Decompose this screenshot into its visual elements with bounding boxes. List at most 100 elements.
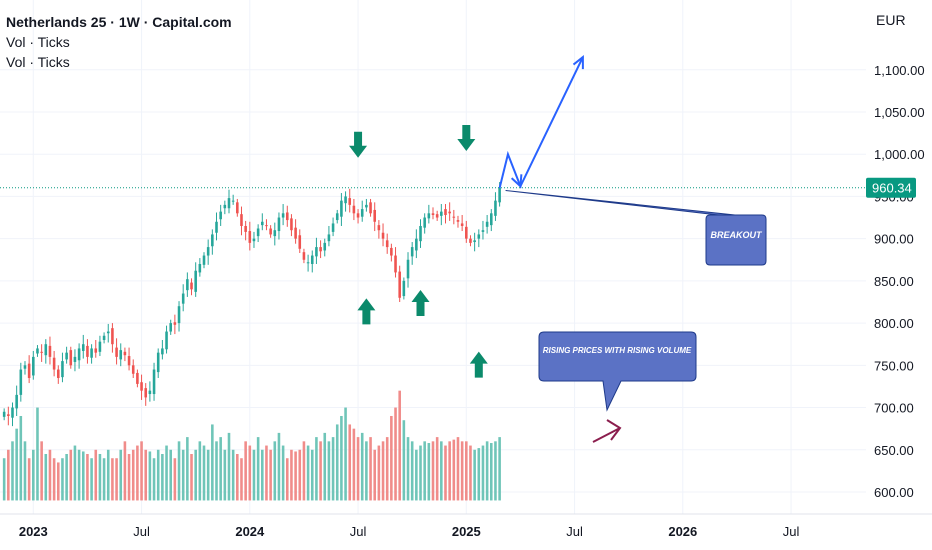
- candle-body: [19, 369, 23, 395]
- candle-body: [173, 322, 177, 325]
- candle-body: [115, 347, 118, 357]
- volume-bar: [465, 441, 468, 501]
- candle-body: [381, 232, 385, 239]
- volume-bar: [173, 458, 177, 501]
- volume-bar: [177, 441, 181, 501]
- volume-bar: [102, 458, 106, 501]
- candle-body: [44, 344, 48, 356]
- candle-body: [269, 228, 272, 235]
- candle-body: [456, 220, 460, 222]
- down-arrow-marker: [349, 131, 368, 158]
- candle-body: [327, 234, 331, 242]
- volume-bar: [190, 453, 193, 501]
- volume-bar: [402, 420, 406, 501]
- candle-body: [77, 348, 81, 361]
- currency-label: EUR: [876, 12, 906, 28]
- candle-body: [273, 230, 277, 237]
- candle-body: [106, 331, 110, 334]
- price-axis-label: 1,050.00: [874, 105, 925, 120]
- candle-body: [194, 270, 197, 292]
- candle-body: [7, 414, 10, 416]
- volume-bar: [248, 445, 252, 501]
- volume-bar: [281, 445, 285, 501]
- volume-bar: [302, 441, 306, 501]
- volume-bar: [252, 449, 256, 501]
- candle-body: [90, 348, 93, 358]
- volume-bar: [473, 449, 476, 501]
- volume-bar: [415, 449, 418, 501]
- candle-body: [390, 247, 393, 256]
- last-price-label: 960.34: [872, 181, 912, 196]
- volume-bar: [348, 424, 352, 501]
- candle-body: [161, 348, 164, 355]
- price-axis-label: 850.00: [874, 274, 914, 289]
- candle-body: [277, 217, 281, 232]
- candle-body: [265, 225, 268, 227]
- volume-bar: [81, 451, 85, 501]
- up-arrow-marker: [469, 351, 488, 378]
- time-axis: 2023 Jul 2024 Jul 2025 Jul 2026 Jul: [0, 513, 932, 539]
- candle-body: [211, 234, 214, 247]
- candle-body: [227, 198, 231, 209]
- volume-bar: [423, 441, 426, 501]
- candle-body: [494, 200, 497, 216]
- time-axis-label: Jul: [133, 524, 150, 539]
- candle-body: [181, 293, 185, 304]
- price-axis-label: 1,100.00: [874, 63, 925, 78]
- breakout-callout: BREAKOUT: [505, 190, 767, 266]
- candle-body: [281, 213, 285, 218]
- volume-bar: [398, 390, 401, 501]
- candle-body: [410, 247, 414, 257]
- volume-bar: [56, 462, 60, 501]
- volume-indicator-2[interactable]: Vol · Ticks: [6, 54, 70, 70]
- volume-bar: [32, 449, 35, 501]
- volume-bar: [140, 441, 143, 501]
- candle-body: [356, 213, 360, 218]
- chart-legend: Netherlands 25 · 1W · Capital.com Vol · …: [6, 12, 232, 72]
- volume-bar: [227, 432, 231, 501]
- candle-body: [323, 242, 327, 251]
- candle-body: [144, 388, 148, 398]
- volume-bar: [11, 441, 14, 501]
- candle-body: [440, 211, 443, 216]
- candle-body: [69, 350, 73, 366]
- volume-bar: [27, 458, 31, 501]
- volume-bar: [431, 441, 435, 501]
- volume-bar: [19, 415, 23, 501]
- candle-body: [2, 411, 6, 417]
- volume-bar: [427, 443, 431, 501]
- time-axis-label: 2023: [19, 524, 48, 539]
- candle-body: [219, 211, 222, 220]
- symbol-title[interactable]: Netherlands 25 · 1W · Capital.com: [6, 14, 232, 30]
- volume-bar: [365, 441, 368, 501]
- candle-body: [102, 335, 106, 340]
- volume-arrow-line: [592, 419, 622, 443]
- candle-body: [402, 280, 406, 297]
- volume-bar: [327, 441, 331, 501]
- down-arrow-marker: [457, 124, 476, 151]
- volume-bar: [360, 432, 364, 501]
- projection-arrowhead-up: [572, 55, 584, 70]
- candle-body: [140, 382, 143, 391]
- price-axis-label: 600.00: [874, 485, 914, 500]
- volume-bar: [156, 449, 160, 501]
- volume-bars: [2, 390, 501, 501]
- candle-body: [315, 247, 318, 257]
- candle-body: [452, 216, 456, 218]
- volume-bar: [61, 458, 64, 501]
- candle-body: [306, 262, 310, 264]
- volume-bar: [169, 449, 172, 501]
- volume-bar: [460, 441, 464, 501]
- up-arrow-marker: [357, 298, 376, 325]
- candle-body: [406, 259, 410, 279]
- candle-body: [52, 357, 56, 370]
- candle-body: [310, 255, 314, 264]
- volume-callout: RISING PRICES WITH RISING VOLUME: [538, 331, 697, 412]
- volume-bar: [377, 445, 381, 501]
- price-axis: 600.00 650.00 700.00 750.00 800.00 850.00 900.…: [874, 63, 925, 500]
- candle-body: [331, 223, 335, 232]
- price-axis-label: 900.00: [874, 232, 914, 247]
- volume-indicator-1[interactable]: Vol · Ticks: [6, 34, 70, 50]
- time-axis-label: Jul: [350, 524, 367, 539]
